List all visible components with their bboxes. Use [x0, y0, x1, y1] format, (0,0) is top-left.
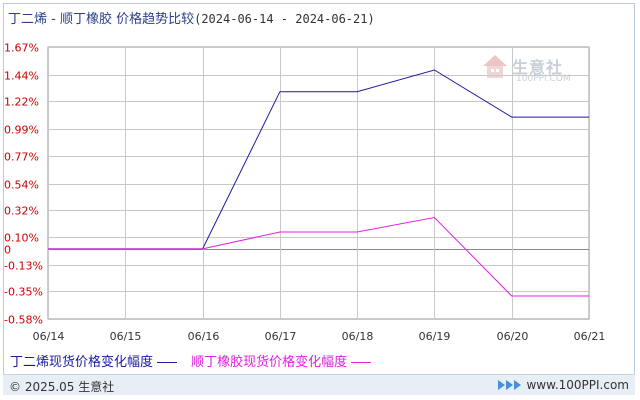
watermark-url: 100PPI.COM	[516, 74, 571, 84]
y-tick-label: -0.58%	[4, 314, 43, 327]
arrow-icon	[498, 380, 522, 390]
legend-item-series-2: 顺丁橡胶现货价格变化幅度	[191, 351, 372, 370]
x-tick-label: 06/16	[188, 330, 220, 343]
legend-swatch-series-2	[351, 362, 372, 363]
chart-title-main: 丁二烯 - 顺丁橡胶 价格趋势比较	[8, 12, 195, 27]
legend-item-series-1: 丁二烯现货价格变化幅度	[10, 351, 178, 370]
series-line-2	[48, 216, 589, 297]
x-tick-label: 06/14	[33, 330, 65, 343]
y-tick-label: 0.54%	[4, 179, 39, 192]
legend-swatch-series-1	[157, 362, 178, 363]
y-tick-label: 0.99%	[4, 124, 39, 137]
footer-site-link[interactable]: www.100PPI.com	[526, 378, 629, 392]
chart-title: 丁二烯 - 顺丁橡胶 价格趋势比较(2024-06-14 - 2024-06-2…	[8, 8, 375, 27]
y-tick-label: 1.22%	[4, 96, 39, 109]
y-tick-label: 0.32%	[4, 205, 39, 218]
chart-frame	[3, 3, 635, 395]
x-tick-label: 06/20	[497, 330, 529, 343]
watermark-name: 生意社	[512, 58, 564, 77]
y-tick-label: 0.77%	[4, 151, 39, 164]
x-tick-label: 06/21	[574, 330, 606, 343]
series-lines	[48, 69, 589, 297]
x-tick-label: 06/19	[419, 330, 451, 343]
y-tick-label: 1.67%	[4, 42, 39, 55]
y-axis-ticks: 1.67% 1.44% 1.22% 0.99% 0.77% 0.54% 0.32% 0.10%…	[4, 42, 43, 327]
y-tick-label: 0.10%	[4, 232, 39, 245]
legend: 丁二烯现货价格变化幅度 顺丁橡胶现货价格变化幅度	[10, 351, 381, 370]
x-tick-label: 06/17	[265, 330, 297, 343]
x-axis-ticks: 06/14 06/15 06/16 06/17 06/18 06/19 06/20 06/21	[33, 330, 606, 343]
legend-label-series-1: 丁二烯现货价格变化幅度	[10, 355, 154, 370]
grid	[47, 46, 590, 320]
footer-site[interactable]: www.100PPI.com	[498, 378, 629, 392]
footer-copyright: © 2025.05 生意社	[9, 380, 115, 394]
plot-area-border	[47, 46, 590, 320]
x-tick-label: 06/18	[342, 330, 374, 343]
y-tick-label: -0.13%	[4, 260, 43, 273]
y-tick-label: 1.44%	[4, 70, 39, 83]
legend-label-series-2: 顺丁橡胶现货价格变化幅度	[191, 355, 348, 370]
y-tick-label: -0.35%	[4, 286, 43, 299]
y-tick-label: 0	[4, 244, 11, 257]
x-tick-label: 06/15	[110, 330, 142, 343]
series-line-1	[48, 69, 589, 250]
footer-bar: © 2025.05 生意社 www.100PPI.com	[3, 374, 635, 395]
chart-title-range: (2024-06-14 - 2024-06-21)	[194, 12, 375, 26]
